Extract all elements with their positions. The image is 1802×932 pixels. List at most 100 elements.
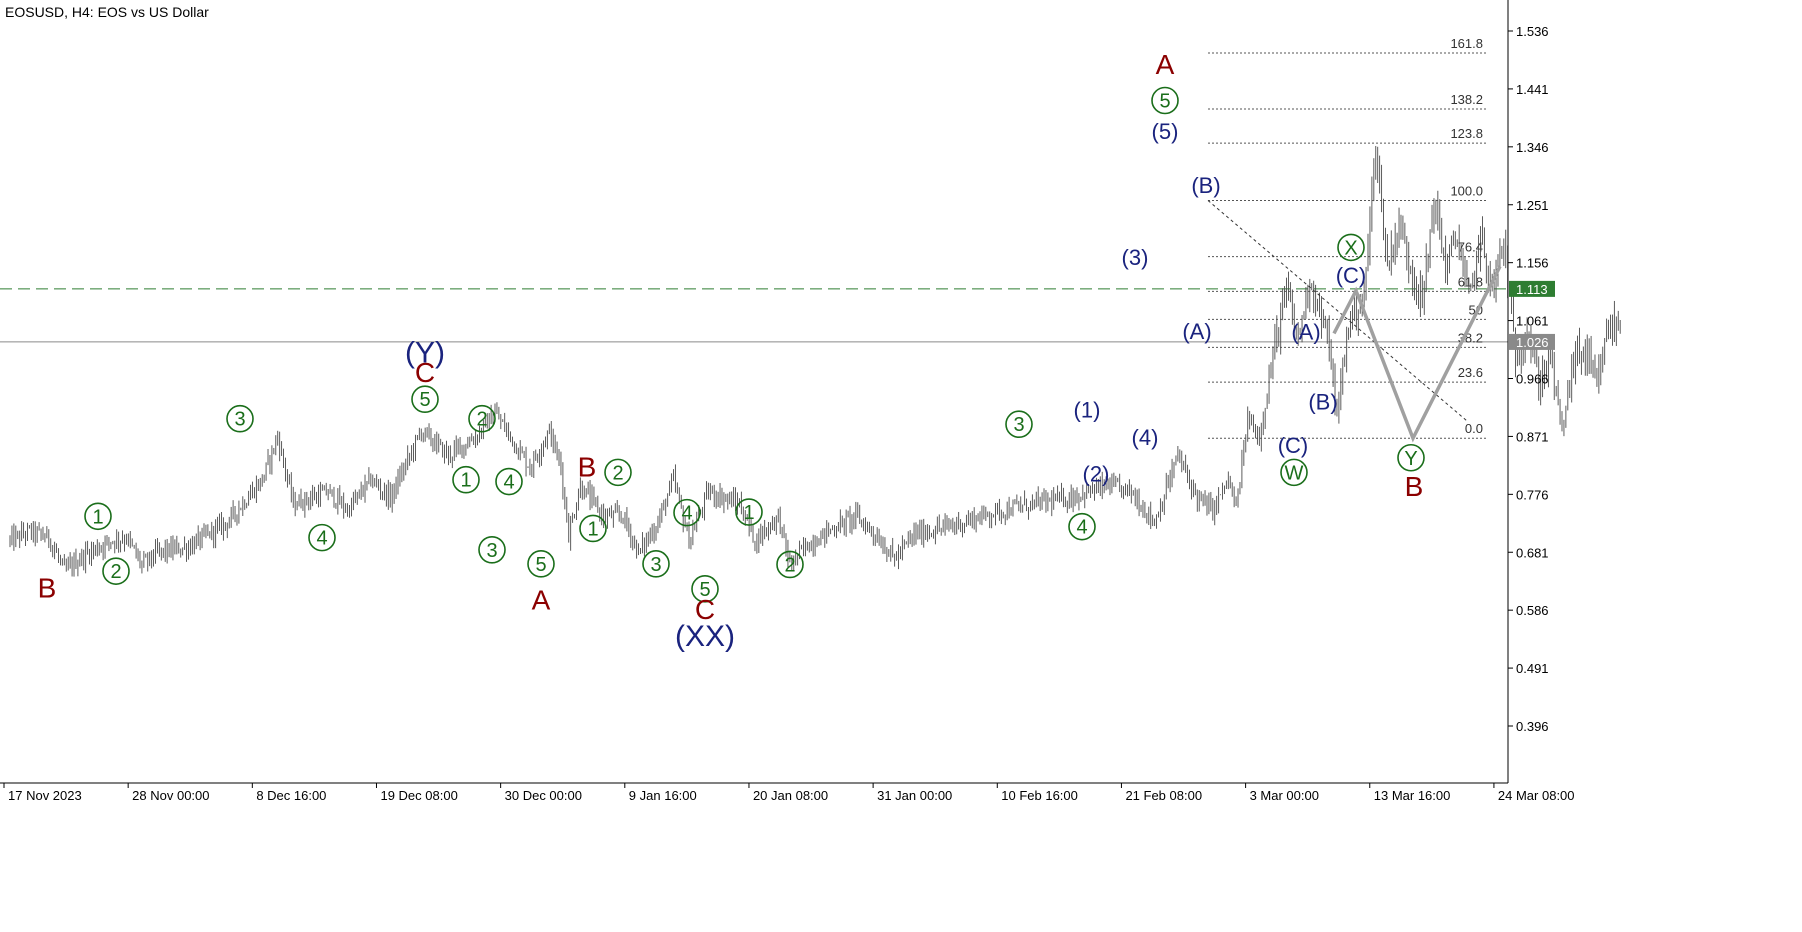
y-tick-label-3: 1.251 xyxy=(1516,198,1549,213)
wave-text-20: 5 xyxy=(699,579,710,601)
x-tick-label-9: 21 Feb 08:00 xyxy=(1125,788,1202,803)
wave-label-40: (C) xyxy=(1336,263,1367,288)
x-tick-label-3: 19 Dec 08:00 xyxy=(380,788,457,803)
wave-text-7: 5 xyxy=(419,389,430,411)
wave-circle-38 xyxy=(1280,458,1308,487)
x-tick-label-10: 3 Mar 00:00 xyxy=(1250,788,1319,803)
wave-label-8: 2 xyxy=(468,404,496,433)
fib-label-5: 61.8 xyxy=(1458,274,1483,289)
y-tick-label-4: 1.156 xyxy=(1516,256,1549,271)
x-tick-label-2: 8 Dec 16:00 xyxy=(256,788,326,803)
wave-circle-41 xyxy=(1397,443,1425,472)
wave-text-18: 4 xyxy=(681,503,692,525)
x-tick-label-5: 9 Jan 16:00 xyxy=(629,788,697,803)
x-tick-label-0: 17 Nov 2023 xyxy=(8,788,82,803)
axes xyxy=(0,0,1509,784)
wave-text-32: (5) xyxy=(1152,119,1179,144)
wave-text-3: 3 xyxy=(234,409,245,431)
fib-label-2: 123.8 xyxy=(1450,126,1483,141)
wave-label-12: 5 xyxy=(527,550,555,578)
price-levels xyxy=(0,288,1508,343)
price-tag-bg-1 xyxy=(1509,333,1555,350)
wave-text-21: C xyxy=(695,594,715,625)
wave-text-2: 2 xyxy=(110,561,121,583)
wave-label-15: 2 xyxy=(604,458,632,487)
wave-label-29: (4) xyxy=(1132,425,1159,450)
wave-label-0: B xyxy=(38,573,57,604)
wave-label-17: 3 xyxy=(642,550,670,578)
wave-label-9: 1 xyxy=(452,465,480,494)
wave-label-19: 1 xyxy=(735,498,763,526)
wave-label-7: 5 xyxy=(411,385,439,414)
wave-circle-31 xyxy=(1151,86,1179,115)
y-tick-label-0: 1.536 xyxy=(1516,24,1549,39)
trendline xyxy=(1207,200,1469,423)
wave-label-22: (XX) xyxy=(675,620,735,653)
candles xyxy=(9,145,1621,577)
wave-text-9: 1 xyxy=(460,470,471,492)
wave-circle-15 xyxy=(604,458,632,487)
x-tick-label-7: 31 Jan 00:00 xyxy=(877,788,952,803)
y-tick-label-6: 0.966 xyxy=(1516,372,1549,387)
x-tick-label-4: 30 Dec 00:00 xyxy=(505,788,582,803)
wave-text-38: W xyxy=(1285,462,1304,484)
wave-text-37: (C) xyxy=(1278,433,1309,458)
y-tick-label-11: 0.491 xyxy=(1516,661,1549,676)
price-tag-0: 1.113 xyxy=(1516,282,1548,297)
wave-circle-1 xyxy=(84,502,112,531)
wave-text-28: (3) xyxy=(1122,245,1149,270)
wave-label-31: 5 xyxy=(1151,86,1179,115)
y-tick-label-12: 0.396 xyxy=(1516,719,1549,734)
y-tick-label-10: 0.586 xyxy=(1516,603,1549,618)
wave-circle-39 xyxy=(1337,233,1365,262)
wave-text-13: A xyxy=(532,584,551,615)
wave-circle-11 xyxy=(478,536,506,564)
wave-label-37: (C) xyxy=(1278,433,1309,458)
wave-text-15: 2 xyxy=(612,462,623,484)
y-tick-label-5: 1.061 xyxy=(1516,314,1549,329)
wave-text-10: 4 xyxy=(503,472,514,494)
fib-label-3: 100.0 xyxy=(1450,183,1483,198)
wave-label-41: Y xyxy=(1397,443,1425,472)
projection-polyline xyxy=(1332,265,1502,443)
wave-label-42: B xyxy=(1405,471,1424,502)
y-tick-label-7: 0.871 xyxy=(1516,429,1549,444)
wave-circle-10 xyxy=(495,467,523,496)
price-tags: 1.113 1.026 xyxy=(1509,280,1555,350)
wave-text-34: (A) xyxy=(1182,319,1211,344)
wave-text-4: 4 xyxy=(316,528,327,550)
x-tick-label-11: 13 Mar 16:00 xyxy=(1374,788,1451,803)
wave-text-26: (2) xyxy=(1083,462,1110,487)
wave-label-39: X xyxy=(1337,233,1365,262)
wave-text-25: (1) xyxy=(1074,398,1101,423)
wave-text-35: (A) xyxy=(1291,319,1320,344)
wave-label-10: 4 xyxy=(495,467,523,496)
y-tick-label-9: 0.681 xyxy=(1516,545,1549,560)
wave-circle-4 xyxy=(308,523,336,552)
wave-text-27: 4 xyxy=(1076,517,1087,539)
wave-text-36: (B) xyxy=(1308,390,1337,415)
wave-label-13: A xyxy=(532,584,551,615)
fib-label-0: 161.8 xyxy=(1450,36,1483,51)
wave-circle-12 xyxy=(527,550,555,578)
wave-circle-3 xyxy=(226,404,254,433)
fib-label-8: 23.6 xyxy=(1458,365,1483,380)
wave-label-32: (5) xyxy=(1152,119,1179,144)
price-tag-bg-0 xyxy=(1509,280,1555,297)
wave-text-22: (XX) xyxy=(675,620,735,653)
wave-text-0: B xyxy=(38,573,57,604)
x-tick-label-1: 28 Nov 00:00 xyxy=(132,788,209,803)
x-tick-label-12: 24 Mar 08:00 xyxy=(1498,788,1575,803)
wave-label-11: 3 xyxy=(478,536,506,564)
wave-text-11: 3 xyxy=(486,540,497,562)
wave-circle-8 xyxy=(468,404,496,433)
wave-label-28: (3) xyxy=(1122,245,1149,270)
wave-circle-17 xyxy=(642,550,670,578)
wave-text-29: (4) xyxy=(1132,425,1159,450)
wave-label-26: (2) xyxy=(1083,462,1110,487)
y-tick-label-1: 1.441 xyxy=(1516,82,1549,97)
wave-label-1: 1 xyxy=(84,502,112,531)
x-tick-label-8: 10 Feb 16:00 xyxy=(1001,788,1078,803)
